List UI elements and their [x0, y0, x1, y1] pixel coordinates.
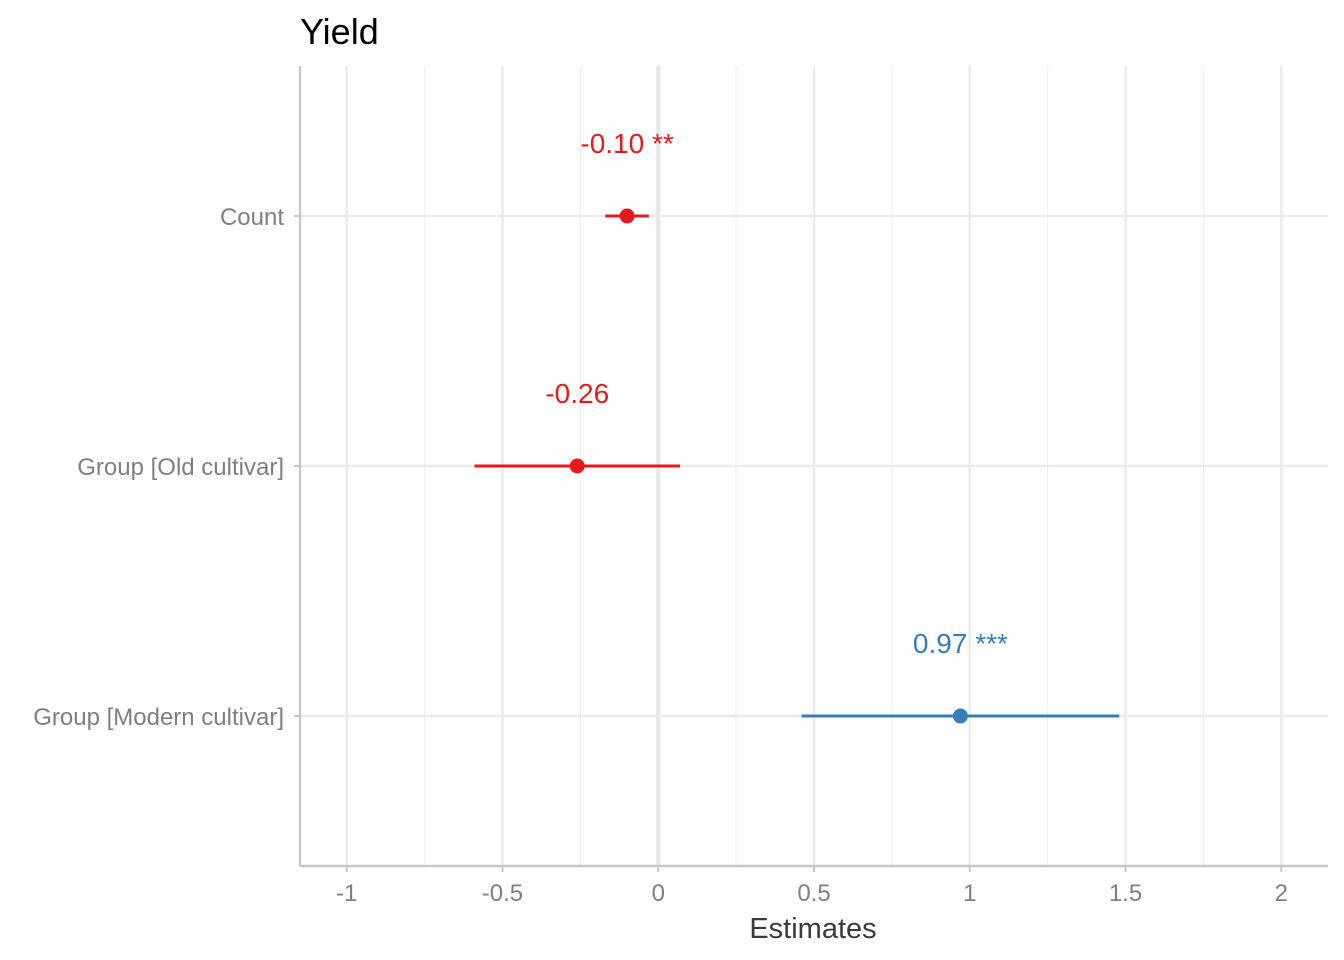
x-tick-label: 2	[1275, 880, 1288, 907]
grid-layer	[300, 66, 1328, 866]
chart-title: Yield	[300, 11, 379, 52]
y-tick-label: Group [Modern cultivar]	[33, 704, 284, 731]
marks-layer	[474, 208, 1120, 724]
x-tick-label: -0.5	[482, 880, 523, 907]
estimate-label: -0.10 **	[580, 128, 673, 159]
x-tick-label: 1	[963, 880, 976, 907]
y-tick-label: Count	[220, 204, 284, 231]
x-tick-label: 0	[652, 880, 665, 907]
x-tick-label: 0.5	[797, 880, 830, 907]
x-tick-label: 1.5	[1109, 880, 1142, 907]
estimate-label: 0.97 ***	[913, 628, 1008, 659]
axes-layer	[294, 66, 1328, 872]
y-tick-label: Group [Old cultivar]	[77, 454, 284, 481]
point-estimate	[952, 708, 968, 724]
estimate-label: -0.26	[545, 378, 609, 409]
point-estimate	[619, 208, 635, 224]
point-estimate	[569, 458, 585, 474]
labels-layer: -1 -0.5 0 0.5 1 1.5 2 Count -0.10 ** Group [Old c…	[33, 128, 1288, 907]
x-axis-title: Estimates	[749, 913, 876, 945]
x-tick-label: -1	[336, 880, 357, 907]
